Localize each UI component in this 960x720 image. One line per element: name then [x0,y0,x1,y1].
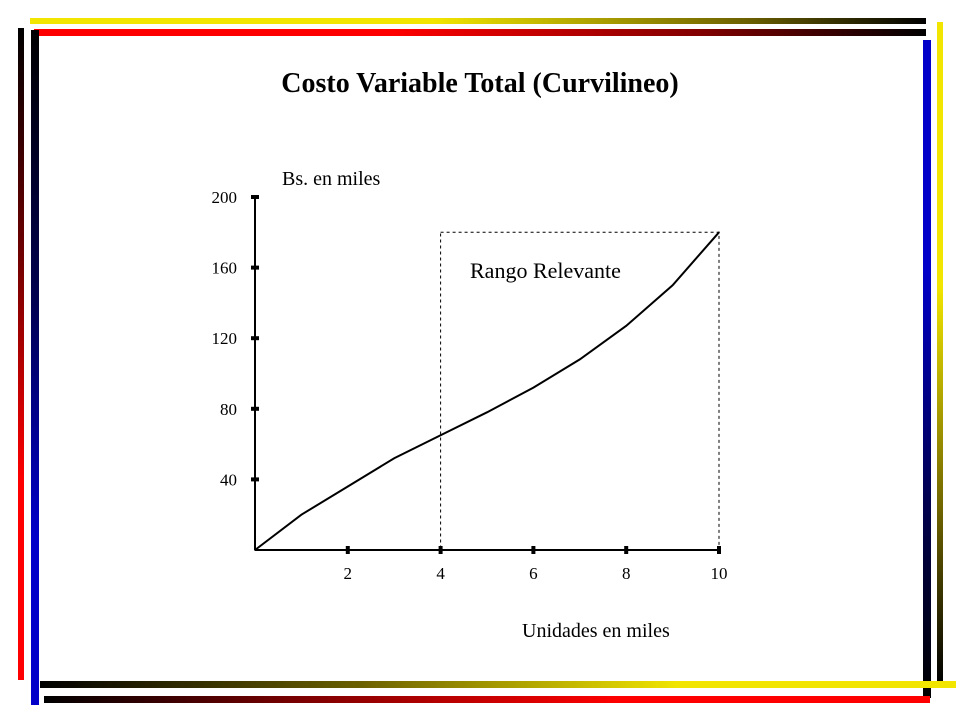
relevant-range-label: Rango Relevante [470,258,621,283]
data-point [300,513,303,516]
data-point [486,411,488,414]
frame-right-bar-outer [923,40,931,698]
y-tick-label: 80 [220,400,237,419]
data-point [347,485,349,488]
y-tick-label: 120 [212,329,238,348]
x-tick-label: 10 [711,564,728,583]
y-axis-label: Bs. en miles [282,168,381,190]
data-point [393,457,396,460]
frame-bottom-bar-outer [40,681,956,688]
data-point [254,549,256,551]
x-tick-label: 2 [344,564,353,583]
x-tick-label: 8 [622,564,631,583]
y-tick-label: 160 [212,259,238,278]
relevant-range-box [440,231,720,551]
data-point [579,358,581,361]
data-point [439,434,442,437]
y-tick-label: 200 [212,188,238,207]
frame-top-bar-outer [30,18,926,24]
series-line-0 [254,231,720,551]
x-tick-label: 4 [436,564,445,583]
data-point [625,325,627,327]
frame-top-bar-inner [34,29,926,36]
frame-right-bar-inner [937,22,943,682]
frame-bottom-bar-inner [44,696,930,703]
frame-left-bar-outer [18,28,24,680]
y-tick-label: 40 [220,470,237,489]
data-point [718,231,720,234]
data-point [532,386,535,389]
frame-left-bar-inner [31,30,39,705]
x-axis-label: Unidades en miles [522,620,670,642]
chart-title: Costo Variable Total (Curvilineo) [281,68,679,99]
data-point [671,284,674,287]
x-tick-label: 6 [529,564,538,583]
